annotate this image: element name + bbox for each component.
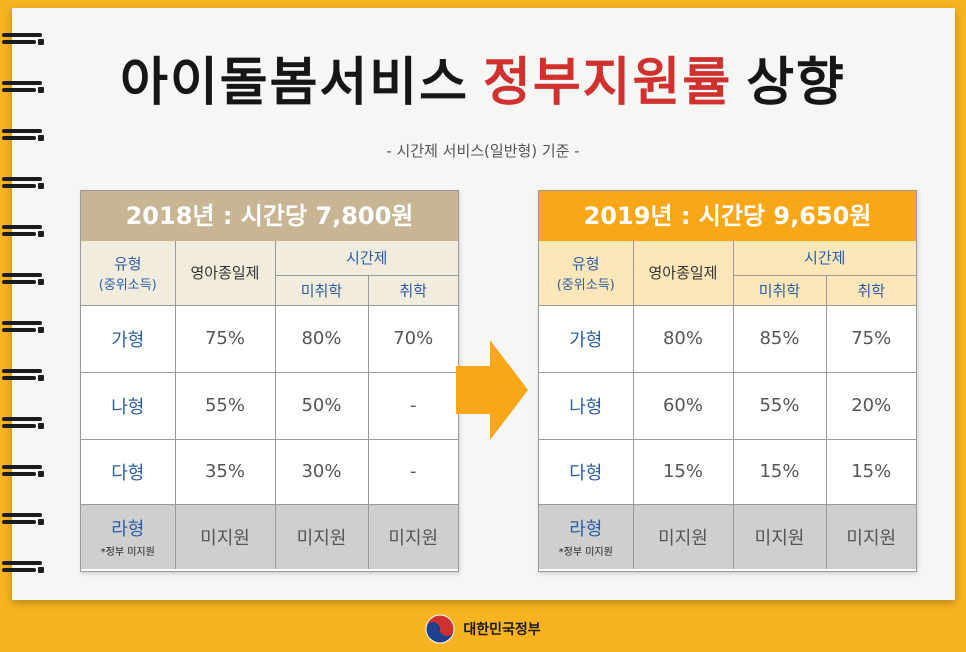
row-label-text: 라형: [569, 519, 603, 541]
ring-binding-icon: [2, 128, 44, 142]
title-highlight: 정부지원률: [483, 53, 733, 113]
cell-preschool: 50%: [274, 371, 369, 440]
cell-preschool: 미지원: [274, 503, 369, 569]
rate-table: 유형 (중위소득) 영아종일제 시간제 미취학 취학 가형 80% 85% 75…: [539, 241, 916, 569]
header-comprehensive: 영아종일제: [174, 241, 276, 306]
row-label: 라형 *정부 미지원: [81, 503, 176, 569]
cell-comprehensive: 55%: [174, 371, 276, 440]
row-label-text: 라형: [111, 519, 145, 541]
table-row: 다형 35% 30% -: [81, 438, 458, 505]
header-type: 유형 (중위소득): [539, 241, 634, 306]
page-title: 아이돌봄서비스 정부지원률 상향: [0, 40, 966, 115]
title-part1: 아이돌봄서비스: [120, 53, 469, 113]
ring-binding-icon: [2, 224, 44, 238]
table-row: 라형 *정부 미지원 미지원 미지원 미지원: [539, 503, 916, 569]
table-row: 가형 80% 85% 75%: [539, 304, 916, 373]
header-type: 유형 (중위소득): [81, 241, 176, 306]
cell-comprehensive: 75%: [174, 304, 276, 373]
ring-binding-icon: [2, 320, 44, 334]
ring-binding-icon: [2, 80, 44, 94]
row-label: 다형: [539, 438, 634, 505]
header-preschool: 미취학: [733, 274, 827, 306]
notebook-rings: [0, 0, 44, 600]
header-comprehensive: 영아종일제: [632, 241, 734, 306]
header-type-label: 유형: [571, 254, 600, 273]
row-label: 나형: [81, 371, 176, 440]
title-part2: 상향: [746, 53, 846, 113]
table-row: 라형 *정부 미지원 미지원 미지원 미지원: [81, 503, 458, 569]
table-row: 가형 75% 80% 70%: [81, 304, 458, 373]
arrow-right-icon: [456, 340, 528, 440]
ring-binding-icon: [2, 560, 44, 574]
cell-school: 70%: [367, 304, 458, 373]
ring-binding-icon: [2, 416, 44, 430]
table-row: 나형 55% 50% -: [81, 371, 458, 440]
ring-binding-icon: [2, 512, 44, 526]
cell-preschool: 30%: [274, 438, 369, 505]
header-type-sub: (중위소득): [98, 277, 157, 293]
cell-comprehensive: 80%: [632, 304, 734, 373]
cell-school: 20%: [825, 371, 916, 440]
header-type-sub: (중위소득): [556, 277, 615, 293]
row-label: 나형: [539, 371, 634, 440]
cell-comprehensive: 미지원: [174, 503, 276, 569]
cell-preschool: 15%: [732, 438, 827, 505]
subtitle: - 시간제 서비스(일반형) 기준 -: [386, 142, 580, 160]
cell-preschool: 85%: [732, 304, 827, 373]
header-hourly: 시간제: [732, 241, 916, 276]
ring-binding-icon: [2, 272, 44, 286]
rate-table: 유형 (중위소득) 영아종일제 시간제 미취학 취학 가형 75% 80% 70…: [81, 241, 458, 569]
taegeuk-icon: [425, 614, 455, 644]
cell-school: 미지원: [825, 503, 916, 569]
cell-comprehensive: 35%: [174, 438, 276, 505]
ring-binding-icon: [2, 176, 44, 190]
row-note: *정부 미지원: [558, 547, 613, 559]
cell-comprehensive: 60%: [632, 371, 734, 440]
cell-preschool: 55%: [732, 371, 827, 440]
table-2019: 2019년 : 시간당 9,650원 유형 (중위소득) 영아종일제 시간제 미…: [538, 190, 917, 572]
row-label: 다형: [81, 438, 176, 505]
table-heading: 2019년 : 시간당 9,650원: [539, 191, 916, 241]
header-school: 취학: [367, 274, 458, 306]
cell-school: 75%: [825, 304, 916, 373]
footer-text: 대한민국정부: [463, 622, 541, 638]
table-row: 나형 60% 55% 20%: [539, 371, 916, 440]
cell-school: -: [367, 438, 458, 505]
cell-preschool: 80%: [274, 304, 369, 373]
ring-binding-icon: [2, 368, 44, 382]
cell-preschool: 미지원: [732, 503, 827, 569]
cell-school: 미지원: [367, 503, 458, 569]
header-preschool: 미취학: [275, 274, 369, 306]
ring-binding-icon: [2, 464, 44, 478]
cell-comprehensive: 미지원: [632, 503, 734, 569]
footer: 대한민국정부: [0, 612, 966, 646]
table-heading: 2018년 : 시간당 7,800원: [81, 191, 458, 241]
row-label: 가형: [539, 304, 634, 373]
row-note: *정부 미지원: [100, 547, 155, 559]
ring-binding-icon: [2, 32, 44, 46]
header-type-label: 유형: [113, 254, 142, 273]
cell-school: 15%: [825, 438, 916, 505]
cell-school: -: [367, 371, 458, 440]
table-row: 다형 15% 15% 15%: [539, 438, 916, 505]
row-label: 가형: [81, 304, 176, 373]
table-2018: 2018년 : 시간당 7,800원 유형 (중위소득) 영아종일제 시간제 미…: [80, 190, 459, 572]
header-school: 취학: [825, 274, 916, 306]
row-label: 라형 *정부 미지원: [539, 503, 634, 569]
header-hourly: 시간제: [274, 241, 458, 276]
cell-comprehensive: 15%: [632, 438, 734, 505]
